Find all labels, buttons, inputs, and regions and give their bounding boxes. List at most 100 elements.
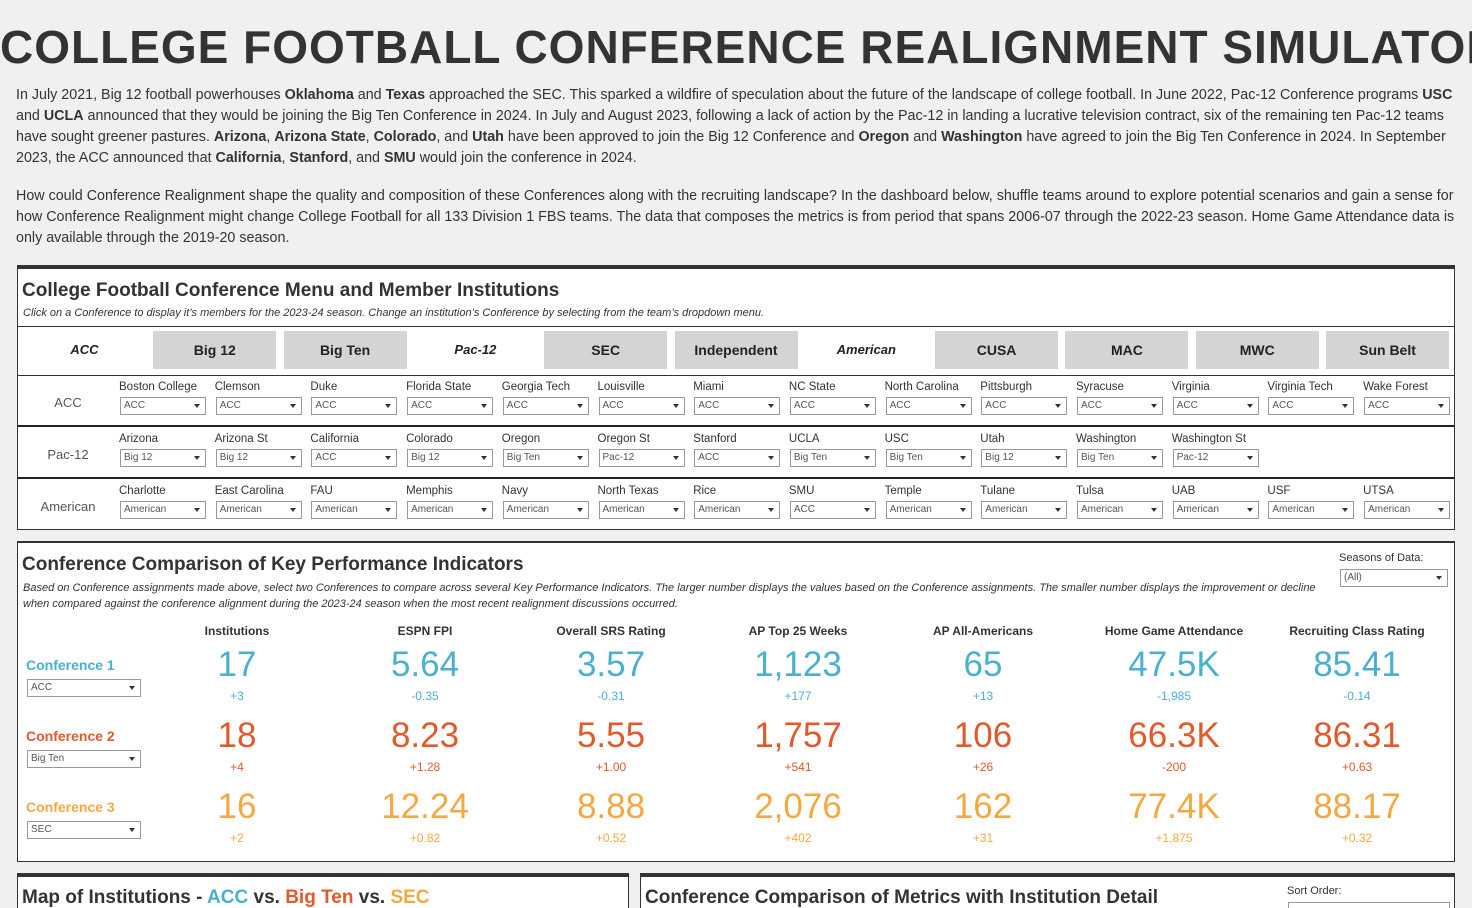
conference-tab[interactable]: MWC [1195,331,1319,369]
bold-text: Stanford [289,150,349,166]
team-dropdown[interactable]: ACC [694,449,781,467]
team-dropdown[interactable]: ACC [1172,397,1259,415]
bold-text: UCLA [43,108,84,124]
team-dropdown[interactable]: ACC [311,397,398,415]
team-dropdown[interactable]: American [885,501,972,519]
sort-dropdown[interactable] [1288,902,1450,908]
kpi-change: +1,875 [1155,831,1193,845]
conference-tab[interactable]: SEC [544,331,668,369]
team-dropdown[interactable]: Big Ten [789,449,876,467]
team-dropdown[interactable]: Pac-12 [1172,449,1259,467]
panel-subtitle: Click on a Conference to display it’s me… [23,307,765,319]
team-name: UAB [1171,485,1196,497]
team-dropdown[interactable]: ACC [598,397,685,415]
conference-dropdown[interactable]: Big Ten [27,750,141,768]
team-dropdown[interactable]: ACC [1268,397,1355,415]
metric-header: AP All-Americans [932,624,1034,638]
text: and [16,108,44,124]
kpi-change: +13 [972,689,994,703]
panel-subtitle: Based on Conference assignments made abo… [23,582,1316,610]
conference-label: Conference 1 [26,657,115,673]
team-dropdown[interactable]: American [407,501,494,519]
kpi-change: -0.31 [597,689,625,703]
team-name: NC State [788,381,836,393]
team-dropdown[interactable]: American [502,501,589,519]
kpi-change: +2 [230,831,244,845]
team-name: UCLA [788,433,820,445]
conference-tab[interactable]: Sun Belt [1326,331,1449,369]
conference-tab[interactable]: Big Ten [283,331,407,369]
team-name: USC [884,433,909,445]
team-dropdown[interactable]: ACC [981,397,1068,415]
team-dropdown[interactable]: American [311,501,398,519]
title-part: Map of Institutions - [22,887,208,908]
team-dropdown[interactable]: Pac-12 [598,449,685,467]
conference-row: American Charlotte American East Carolina Am… [18,479,1454,529]
conference-tab[interactable]: CUSA [935,331,1059,369]
team-dropdown[interactable]: American [1268,501,1355,519]
conference-dropdown[interactable]: SEC [27,821,141,839]
team-dropdown[interactable]: American [598,501,685,519]
team-name: Pittsburgh [980,381,1033,393]
team-name: FAU [310,485,333,497]
text: , [365,129,374,145]
team-dropdown[interactable]: Big 12 [215,449,302,467]
team-dropdown[interactable]: Big Ten [502,449,589,467]
team-dropdown[interactable]: Big Ten [885,449,972,467]
team-dropdown[interactable]: American [120,501,206,519]
team-dropdown[interactable]: Big Ten [1077,449,1163,467]
text: have agreed to join the Big Ten Conferen… [16,129,1446,166]
conference-tab[interactable]: American [804,331,928,369]
team-dropdown[interactable]: ACC [120,397,206,415]
kpi-value: 2,076 [754,787,842,826]
panel-title: College Football Conference Menu and Mem… [22,280,560,301]
team-dropdown[interactable]: ACC [311,449,398,467]
team-name: Temple [884,485,922,497]
kpi-value: 17 [217,645,257,684]
kpi-value: 12.24 [381,787,469,826]
team-dropdown[interactable]: American [215,501,302,519]
team-dropdown[interactable]: Big 12 [120,449,206,467]
kpi-change: +0.82 [409,831,441,845]
team-name: East Carolina [214,485,284,497]
team-dropdown[interactable]: ACC [789,397,876,415]
bold-text: Oklahoma [284,87,354,103]
conference-dropdown[interactable]: ACC [27,679,141,697]
kpi-change: +541 [784,760,812,774]
team-dropdown[interactable]: ACC [215,397,302,415]
bold-text: Washington [941,129,1023,145]
team-dropdown[interactable]: ACC [1364,397,1451,415]
kpi-value: 8.23 [390,716,460,755]
team-dropdown[interactable]: American [694,501,781,519]
title-part: Big Ten [285,887,354,908]
conference-tab[interactable]: Independent [674,331,798,369]
team-dropdown[interactable]: American [1172,501,1259,519]
kpi-value: 77.4K [1128,787,1220,826]
team-dropdown[interactable]: ACC [407,397,494,415]
team-name: Memphis [406,485,453,497]
team-name: Louisville [597,381,645,393]
team-dropdown[interactable]: ACC [502,397,589,415]
detail-panel: Conference Comparison of Metrics with In… [640,873,1455,908]
team-dropdown[interactable]: Big 12 [407,449,494,467]
conference-tab[interactable]: ACC [23,331,146,369]
team-dropdown[interactable]: ACC [789,501,876,519]
text: would join the conference in 2024. [415,150,637,166]
team-name: Washington St [1171,433,1247,445]
team-dropdown[interactable]: ACC [885,397,972,415]
team-name: Navy [501,485,528,497]
team-dropdown[interactable]: American [1077,501,1163,519]
kpi-value: 86.31 [1313,716,1401,755]
team-dropdown[interactable]: Big 12 [981,449,1068,467]
team-dropdown[interactable]: American [981,501,1068,519]
conference-tab[interactable]: Big 12 [153,331,277,369]
seasons-dropdown[interactable]: (All) [1340,569,1448,587]
panel-title: Conference Comparison of Key Performance… [22,554,524,575]
team-dropdown[interactable]: American [1364,501,1451,519]
team-dropdown[interactable]: ACC [1077,397,1163,415]
team-name: Virginia [1171,381,1210,393]
team-dropdown[interactable]: ACC [694,397,781,415]
conference-tab[interactable]: Pac-12 [413,331,537,369]
conference-tab[interactable]: MAC [1065,331,1189,369]
conference-row: ACC Boston College ACC Clemson ACC Duke ACC Flo… [18,375,1454,427]
